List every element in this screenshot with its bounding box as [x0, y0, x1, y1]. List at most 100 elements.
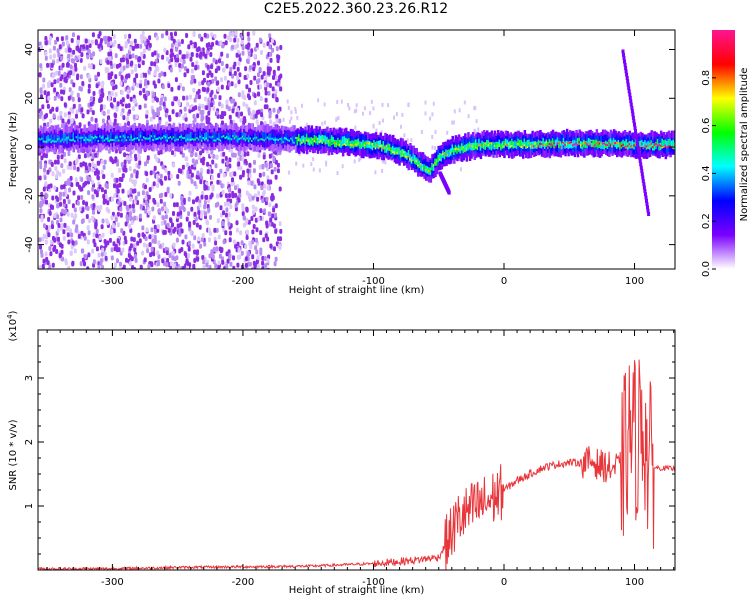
ridge-cell: [503, 145, 506, 148]
noise-cell: [115, 177, 119, 183]
noise-cell: [228, 193, 232, 198]
noise-cell: [162, 101, 166, 107]
ridge-cell: [398, 149, 401, 152]
ridge-cell: [316, 137, 320, 145]
noise-cell: [232, 255, 235, 261]
noise-cell: [76, 35, 80, 41]
noise-cell: [225, 251, 229, 257]
ridge-cell: [218, 133, 221, 141]
noise-cell: [142, 88, 146, 93]
noise-cell: [183, 251, 187, 257]
ridge-cell: [401, 154, 404, 157]
ridge-cell: [537, 145, 541, 147]
ridge-cell: [288, 139, 292, 142]
ridge-cell: [558, 142, 561, 145]
feature-cell: [645, 202, 649, 207]
noise-cell: [76, 200, 80, 206]
noise-cell: [70, 38, 74, 43]
noise-cell: [199, 150, 203, 156]
ridge-cell: [346, 140, 350, 143]
ridge-cell: [404, 151, 407, 159]
ridge-cell: [164, 136, 168, 139]
noise-cell: [255, 42, 259, 48]
noise-cell: [279, 45, 283, 50]
ridge-cell: [661, 138, 664, 146]
ridge-cell: [125, 139, 129, 142]
noise-cell: [184, 112, 187, 118]
noise-cell: [274, 75, 278, 81]
ridge-cell: [639, 140, 642, 148]
ridge-cell: [387, 147, 390, 150]
feature-cell: [636, 142, 640, 147]
ridge-cell: [504, 143, 508, 145]
noise-cell: [112, 85, 116, 91]
ridge-cell: [354, 139, 357, 147]
ridge-cell: [136, 137, 140, 139]
noise-cell: [73, 248, 77, 254]
noise-cell: [145, 90, 149, 96]
noise-cell: [97, 252, 101, 258]
noise-cell: [157, 208, 161, 214]
ridge-cell: [393, 151, 397, 154]
ridge-cell: [258, 132, 262, 140]
ridge-cell: [47, 135, 50, 143]
noise-cell: [160, 33, 164, 39]
noise-cell: [271, 47, 275, 53]
noise-cell: [207, 110, 211, 116]
noise-cell: [118, 167, 121, 173]
ridge-cell: [481, 143, 484, 146]
noise-cell: [123, 201, 127, 206]
ridge-cell: [473, 142, 476, 150]
noise-cell: [150, 246, 154, 252]
feature-cell: [640, 168, 644, 173]
noise-cell: [372, 106, 375, 111]
noise-cell: [226, 217, 230, 222]
ridge-cell: [518, 142, 522, 145]
noise-cell: [200, 237, 204, 242]
noise-cell: [244, 66, 248, 72]
noise-cell: [81, 81, 85, 86]
noise-cell: [227, 221, 231, 227]
noise-cell: [288, 170, 291, 175]
ridge-cell: [385, 145, 389, 153]
noise-cell: [359, 156, 362, 161]
ridge-cell: [620, 144, 624, 147]
noise-cell: [266, 66, 270, 72]
noise-cell: [74, 240, 78, 246]
y-axis-multiplier: (x104): [6, 310, 19, 341]
noise-cell: [161, 215, 165, 221]
noise-cell: [175, 237, 179, 243]
ridge-cell: [138, 133, 141, 141]
ridge-cell: [426, 168, 429, 171]
noise-cell: [272, 69, 276, 75]
noise-cell: [261, 164, 265, 170]
noise-cell: [354, 125, 357, 130]
x-tick-label: -300: [101, 276, 124, 287]
noise-cell: [114, 74, 118, 80]
noise-cell: [269, 217, 273, 223]
noise-cell: [153, 61, 157, 67]
ridge-cell: [45, 140, 49, 143]
ridge-cell: [219, 132, 223, 141]
noise-cell: [128, 223, 132, 229]
noise-cell: [47, 232, 51, 238]
noise-cell: [212, 57, 216, 63]
noise-cell: [186, 261, 190, 266]
ridge-cell: [406, 155, 409, 158]
ridge-cell: [252, 133, 256, 141]
ridge-cell: [232, 135, 235, 137]
ridge-cell: [514, 145, 517, 148]
noise-cell: [60, 163, 64, 169]
ridge-cell: [511, 145, 514, 148]
ridge-cell: [313, 134, 317, 143]
noise-cell: [142, 242, 146, 248]
noise-cell: [120, 66, 123, 72]
noise-cell: [120, 75, 124, 80]
ridge-cell: [479, 144, 483, 147]
noise-cell: [254, 245, 258, 251]
noise-cell: [141, 35, 145, 41]
noise-cell: [355, 103, 358, 108]
ridge-cell: [464, 144, 467, 153]
noise-cell: [132, 82, 136, 88]
